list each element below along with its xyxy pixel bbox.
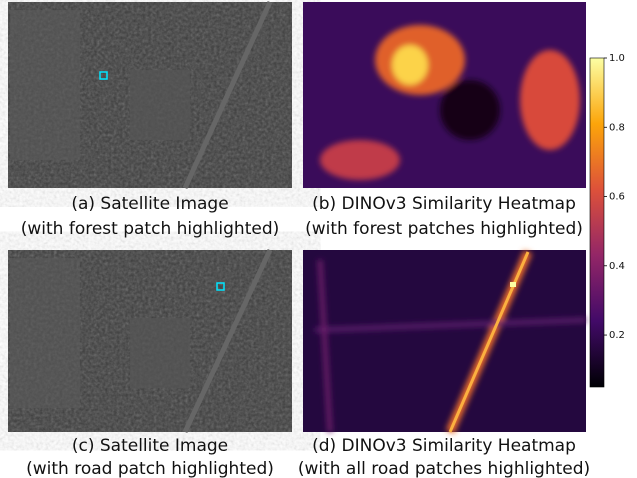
caption: (with all road patches highlighted)	[298, 459, 590, 478]
caption: (b) DINOv3 Similarity Heatmap	[312, 194, 576, 214]
satellite-image-c	[8, 250, 292, 432]
caption: (with forest patch highlighted)	[21, 219, 280, 239]
colorbar	[590, 58, 604, 387]
caption: (c) Satellite Image	[72, 436, 228, 456]
colorbar-tick-label: 0.4	[609, 261, 625, 272]
figure: (a) Satellite Image (with forest patch h…	[0, 0, 637, 478]
heatmap-b	[303, 2, 586, 188]
caption: (with forest patches highlighted)	[305, 219, 583, 239]
colorbar-tick-label: 0.6	[609, 192, 625, 203]
caption: (a) Satellite Image	[71, 194, 228, 214]
colorbar-tick-label: 1.0	[609, 53, 625, 64]
caption: (with road patch highlighted)	[26, 459, 274, 478]
heatmap-d	[303, 250, 586, 432]
caption: (d) DINOv3 Similarity Heatmap	[312, 436, 576, 456]
colorbar-tick-label: 0.2	[609, 330, 625, 341]
colorbar-tick-label: 0.8	[609, 122, 625, 133]
satellite-image-a	[8, 2, 292, 188]
